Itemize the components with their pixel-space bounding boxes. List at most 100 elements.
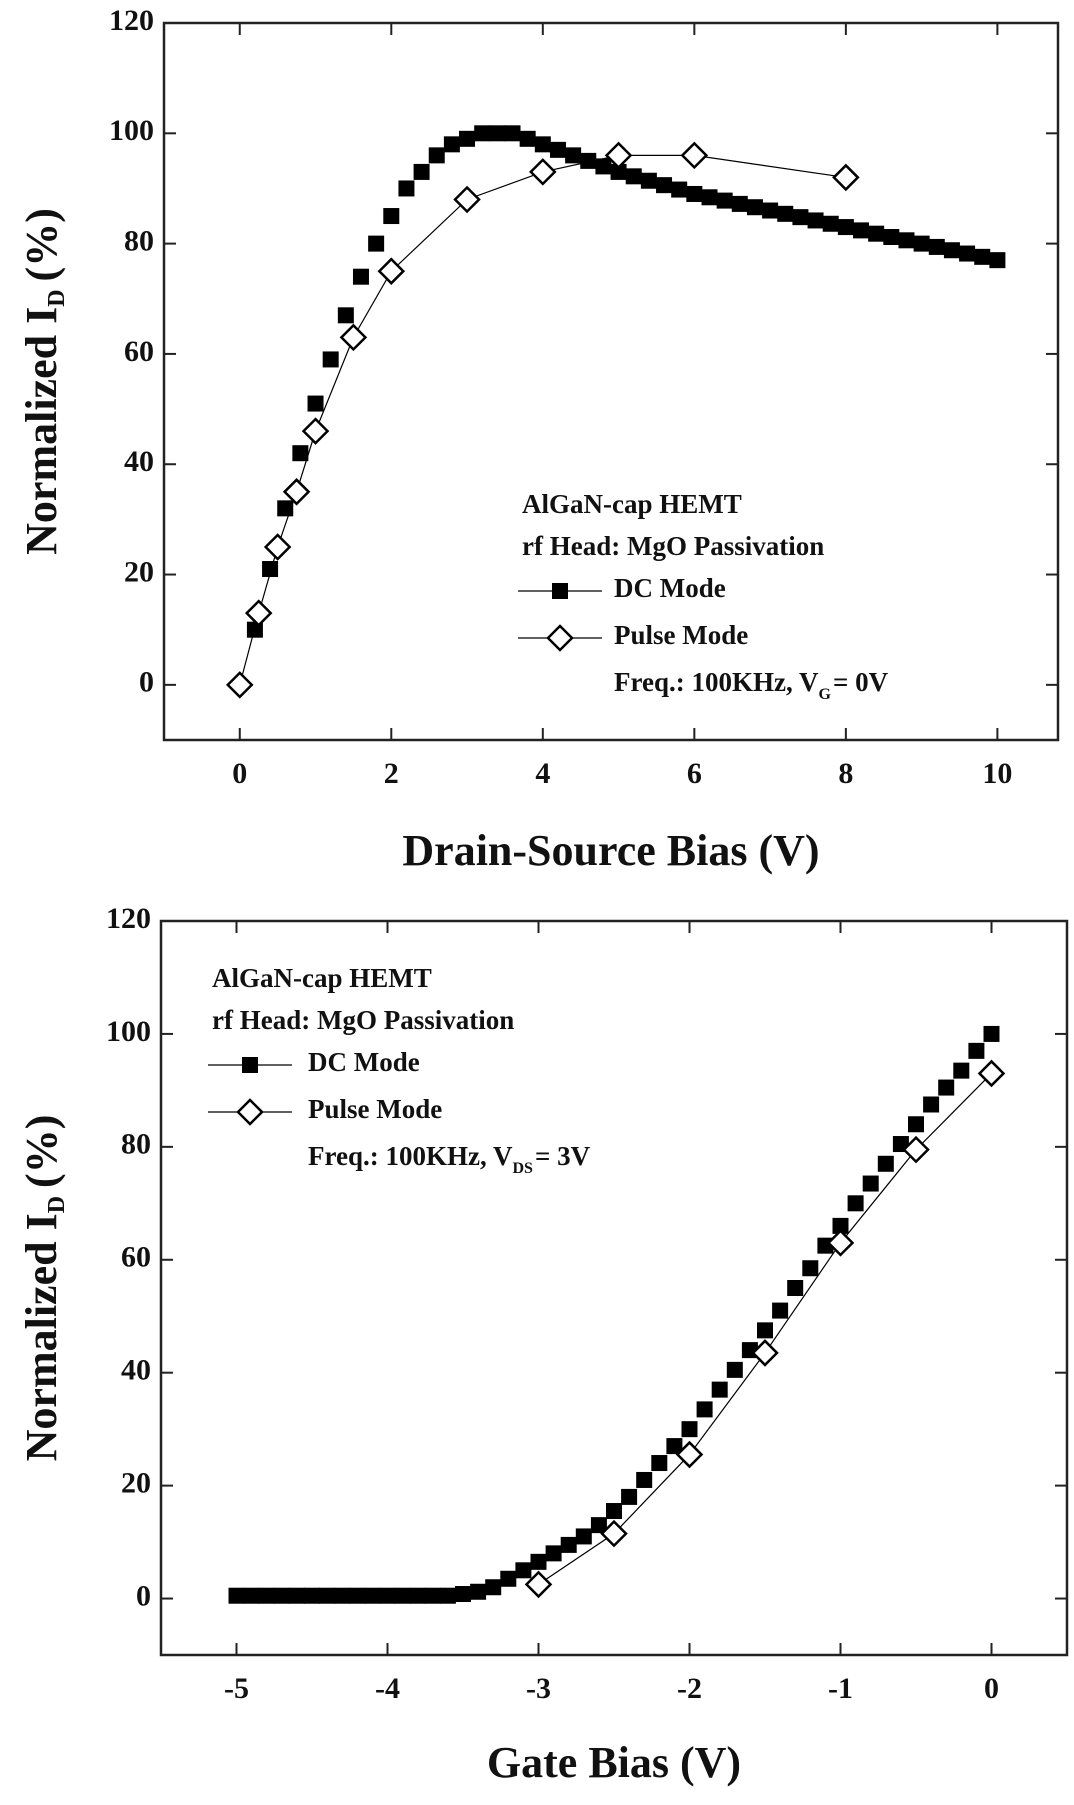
dc-marker [792,209,809,226]
y-tick-label: 120 [106,902,151,935]
dc-marker [515,1562,532,1579]
x-tick-label: 4 [535,757,550,790]
dc-marker [862,1175,879,1192]
pulse-marker [604,141,633,170]
x-tick-label: -2 [677,1672,702,1705]
dc-marker [552,583,568,599]
x-tick-label: -4 [375,1672,400,1705]
annotation: AlGaN-cap HEMT [522,489,742,519]
dc-marker [696,1401,713,1418]
y-axis-title: Normalized ID (%) [17,1115,69,1462]
pulse-marker [675,1440,704,1469]
dc-marker [394,1587,411,1604]
y-tick-label: 80 [124,225,154,258]
pulse-marker [263,533,292,561]
x-axis-title: Gate Bias (V) [487,1738,741,1787]
y-tick-label: 20 [121,1467,151,1500]
x-tick-label: -1 [828,1672,853,1705]
dc-marker [443,136,460,153]
dc-marker [983,1025,1000,1042]
dc-marker [726,1361,743,1378]
dc-marker [640,172,657,189]
dc-marker [337,307,354,324]
pulse-marker [832,163,860,192]
dc-marker [409,1587,426,1604]
pulse-marker [301,417,330,445]
dc-marker [383,208,400,225]
dc-marker [989,252,1006,269]
dc-marker [837,219,854,236]
dc-marker [364,1587,381,1604]
x-tick-label: 0 [984,1672,999,1705]
dc-marker [923,1096,940,1113]
pulse-marker [826,1229,855,1257]
y-axis-title: Normalized ID (%) [17,208,69,555]
x-tick-label: -5 [224,1672,249,1705]
dc-marker [606,1503,622,1520]
dc-marker [701,189,718,206]
x-tick-label: 2 [384,757,399,790]
dc-marker [352,268,369,285]
x-axis-title: Drain-Source Bias (V) [402,826,819,875]
y-tick-label: 20 [124,555,154,588]
dc-marker [304,1587,320,1604]
dc-marker [273,1587,290,1604]
plot-frame [162,21,1060,742]
y-tick-label: 0 [136,1579,151,1612]
freq-note: Freq.: 100KHz, VG= 0V [614,667,889,702]
dc-marker [959,245,976,262]
pulse-marker [600,1519,628,1548]
dc-marker [908,1116,924,1133]
x-tick-label: 10 [982,757,1012,790]
y-axis-title-sub: D [44,1196,70,1213]
pulse-marker [225,671,254,699]
dc-marker [877,1155,894,1172]
x-tick-label: 6 [687,757,702,790]
dc-marker [625,168,642,185]
pulse-marker [339,323,368,352]
y-tick-label: 0 [139,666,154,699]
pulse-marker [751,1339,779,1367]
dc-marker [545,1545,562,1562]
dc-marker [802,1260,819,1277]
dc-marker [656,177,673,194]
dc-marker [319,1587,336,1604]
dc-marker [636,1471,653,1488]
pulse-marker [524,1570,553,1599]
dc-marker [474,125,491,142]
dc-marker [485,1579,502,1596]
dc-marker [575,1528,592,1545]
dc-marker [822,215,839,232]
pulse-marker [680,141,709,170]
freq-note-sub: G [818,686,831,703]
dc-marker [439,1587,456,1604]
annotation: AlGaN-cap HEMT [212,963,432,993]
annotation: rf Head: MgO Passivation [522,531,824,561]
dc-marker [504,125,521,142]
dc-marker [621,1488,638,1505]
freq-note-end: = 0V [833,667,889,697]
dc-marker [731,195,748,212]
y-tick-label: 60 [124,335,154,368]
plot-frame [159,919,1069,1657]
legend-label: DC Mode [308,1047,420,1077]
dc-marker [974,248,991,265]
dc-marker [242,1057,258,1073]
y-tick-label: 60 [121,1241,151,1274]
dc-marker [590,1517,607,1534]
pulse-marker [244,599,273,627]
y-tick-label: 40 [124,445,154,478]
dc-marker [847,1195,864,1212]
dc-marker [455,1586,471,1603]
dc-marker [686,185,703,202]
y-axis-title-unit: (%) [17,208,66,281]
dc-marker [711,1381,728,1398]
dc-marker [928,238,945,255]
y-axis-title-main: Normalized I [17,1213,66,1461]
pulse-line [239,154,846,685]
pulse-marker [546,624,574,652]
pulse-marker [902,1135,930,1164]
dc-marker [334,1587,351,1604]
